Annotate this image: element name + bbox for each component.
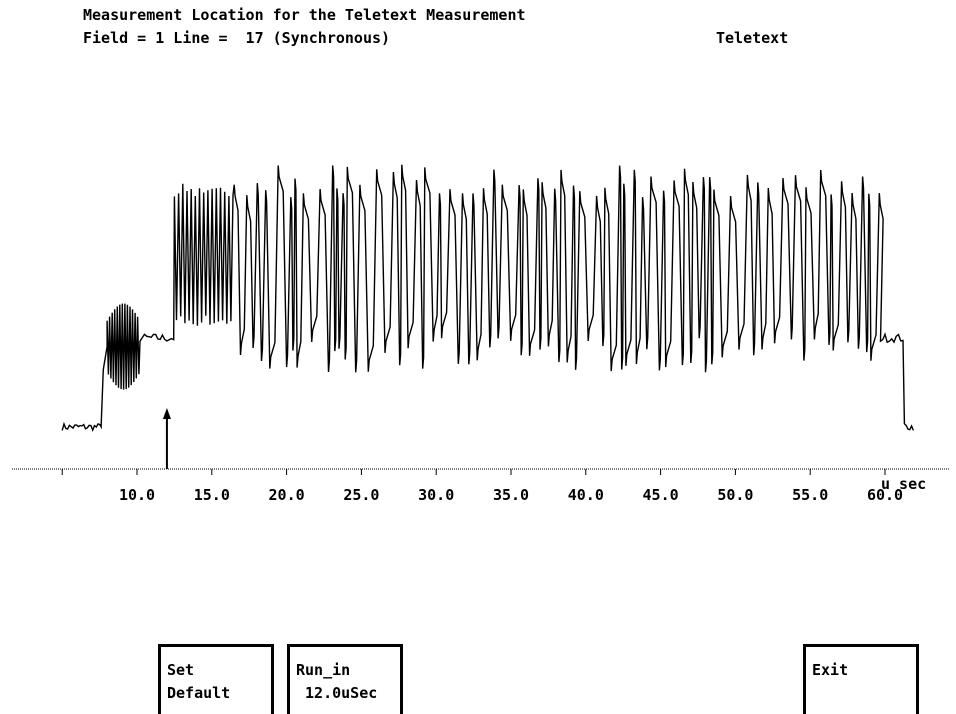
x-axis-tick-label: 10.0 <box>119 486 155 504</box>
measurement-title: Measurement Location for the Teletext Me… <box>83 6 526 24</box>
run-in-label-line1: Run_in <box>296 661 351 679</box>
exit-button[interactable]: Exit <box>803 644 919 714</box>
x-axis-ticks <box>61 469 886 475</box>
x-axis-tick-label: 60.0 <box>867 486 903 504</box>
x-axis-tick-label: 50.0 <box>717 486 753 504</box>
set-default-label-line1: Set <box>167 661 195 679</box>
x-axis-tick-labels: 10.0 15.0 20.0 25.0 30.0 35.0 40.0 45.0 50.0 55.0… <box>119 486 903 504</box>
set-default-button[interactable]: Set Default <box>158 644 274 714</box>
x-axis-tick-label: 25.0 <box>343 486 379 504</box>
x-axis-tick-label: 35.0 <box>493 486 529 504</box>
x-axis-tick-label: 15.0 <box>194 486 230 504</box>
run-in-button[interactable]: Run_in 12.0uSec <box>287 644 403 714</box>
field-line-info: Field = 1 Line = 17 (Synchronous) <box>83 29 391 47</box>
x-axis-tick-label: 20.0 <box>269 486 305 504</box>
measurement-location-marker <box>162 408 171 469</box>
waveform-plot: 10.0 15.0 20.0 25.0 30.0 35.0 40.0 45.0 50.0 55.0… <box>12 164 950 504</box>
x-axis-tick-label: 45.0 <box>643 486 679 504</box>
up-arrow-icon <box>162 408 171 419</box>
waveform-trace <box>61 164 915 433</box>
set-default-label-line2: Default <box>167 684 231 702</box>
run-in-value: 12.0uSec <box>296 684 378 702</box>
x-axis-unit-label: u sec <box>881 475 926 493</box>
exit-label: Exit <box>812 661 849 679</box>
x-axis-tick-label: 55.0 <box>792 486 828 504</box>
measurement-mode-label: Teletext <box>716 29 789 47</box>
x-axis-tick-label: 40.0 <box>568 486 604 504</box>
x-axis-tick-label: 30.0 <box>418 486 454 504</box>
